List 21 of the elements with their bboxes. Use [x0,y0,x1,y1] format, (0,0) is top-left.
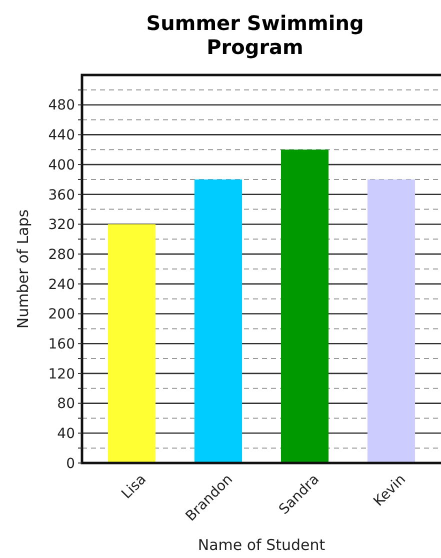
y-tick-label: 280 [48,246,75,263]
y-tick-label: 240 [48,276,75,293]
y-tick-label: 400 [48,157,75,174]
bar [194,179,242,463]
bar [280,150,329,463]
y-tick-label: 480 [48,98,75,114]
y-axis-title: Number of Laps [14,209,32,329]
bar [367,179,416,463]
y-tick-label: 0 [66,456,75,472]
y-tick-label: 160 [48,336,75,353]
y-tick-label: 440 [48,128,75,144]
y-tick-label: 320 [48,217,75,234]
x-tick-label: Lisa [118,471,150,502]
y-tick-label: 120 [48,366,75,382]
y-tick-label: 40 [57,426,75,442]
y-tick-label: 360 [48,187,75,204]
chart-title: Summer Swimming Program [146,11,364,59]
y-tick-label: 80 [57,396,75,412]
y-tick-label: 200 [48,306,75,323]
bar [108,224,156,463]
x-axis-title: Name of Student [198,536,326,554]
